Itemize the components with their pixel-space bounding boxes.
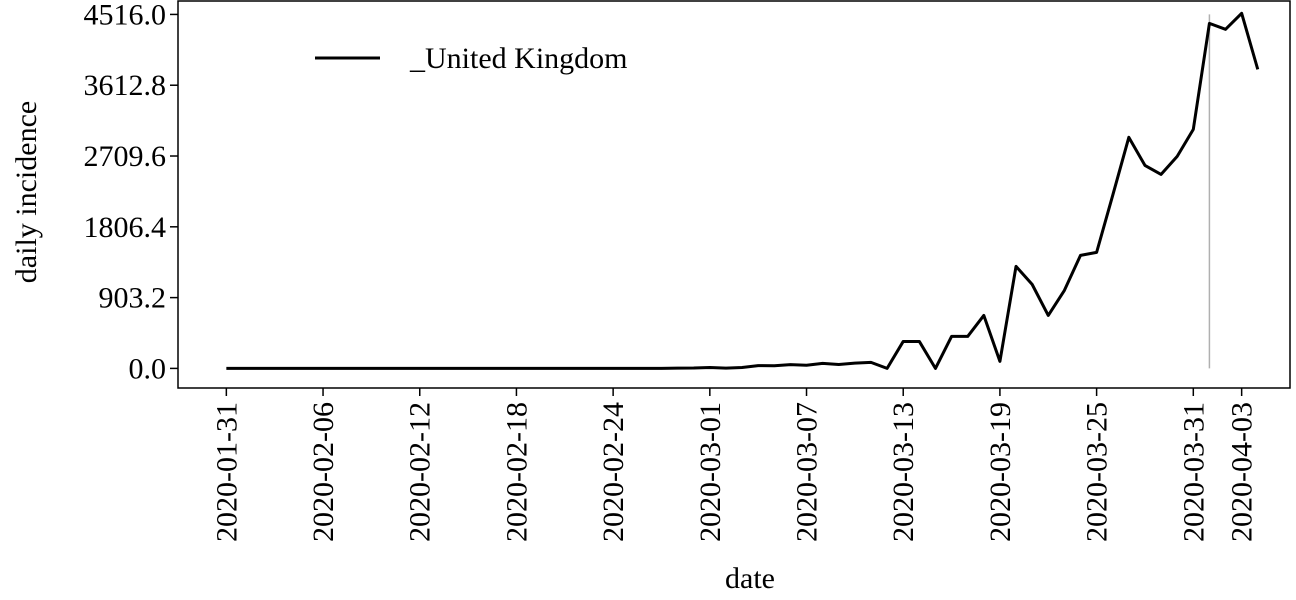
x-tick-label: 2020-02-12 bbox=[404, 402, 437, 542]
y-tick-label: 4516.0 bbox=[84, 0, 167, 31]
x-tick-label: 2020-02-06 bbox=[307, 402, 340, 542]
x-tick-label: 2020-02-18 bbox=[500, 402, 533, 542]
x-tick-label: 2020-03-01 bbox=[694, 402, 727, 542]
x-tick-label: 2020-03-07 bbox=[791, 402, 824, 542]
x-tick-label: 2020-04-03 bbox=[1226, 402, 1259, 542]
x-tick-label: 2020-03-19 bbox=[984, 402, 1017, 542]
y-tick-label: 0.0 bbox=[129, 352, 167, 385]
x-tick-label: 2020-03-25 bbox=[1081, 402, 1114, 542]
x-tick-label: 2020-02-24 bbox=[597, 402, 630, 542]
x-tick-label: 2020-03-13 bbox=[887, 402, 920, 542]
y-tick-label: 2709.6 bbox=[84, 140, 167, 173]
y-tick-label: 903.2 bbox=[99, 282, 167, 315]
legend-label: _United Kingdom bbox=[409, 42, 628, 75]
y-axis-label: daily incidence bbox=[10, 101, 43, 283]
y-tick-label: 1806.4 bbox=[84, 211, 167, 244]
x-axis-label: date bbox=[725, 562, 775, 595]
x-tick-label: 2020-01-31 bbox=[210, 402, 243, 542]
y-tick-label: 3612.8 bbox=[84, 69, 167, 102]
plot-frame bbox=[177, 0, 1291, 389]
data-line bbox=[226, 11, 1260, 370]
x-tick-label: 2020-03-31 bbox=[1177, 402, 1210, 542]
